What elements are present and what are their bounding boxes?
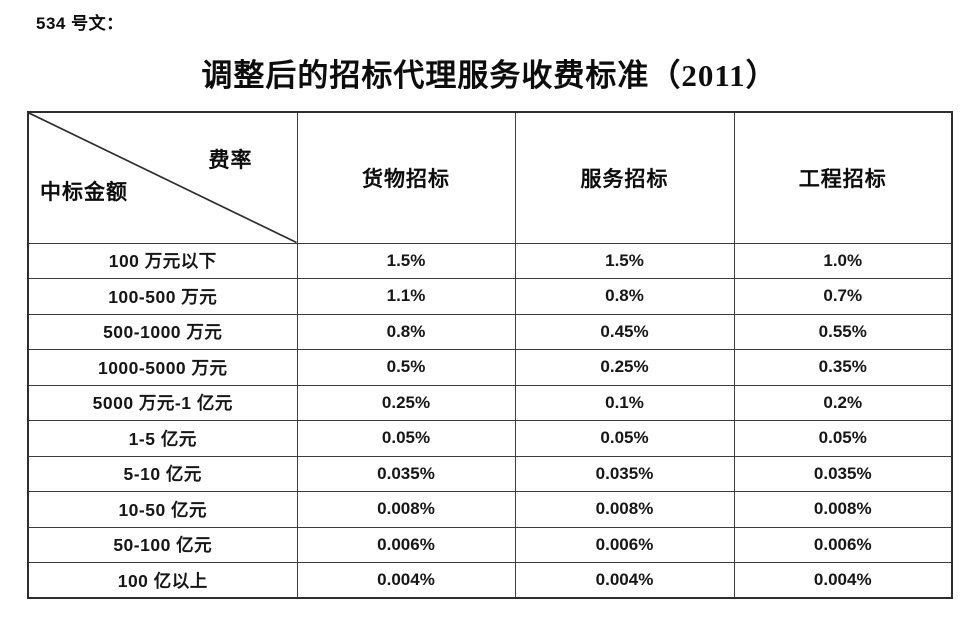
table-row: 1000-5000 万元 0.5% 0.25% 0.35% [27,349,953,386]
fee-standard-table: 费率 中标金额 货物招标 服务招标 工程招标 100 万元以下 1.5% 1.5% 1… [27,111,953,599]
fee-value: 0.8% [514,278,735,315]
fee-value: 0.25% [514,349,735,386]
corner-label-bid-amount: 中标金额 [40,180,128,204]
fee-value: 0.035% [296,455,516,492]
column-header-goods: 货物招标 [296,111,516,244]
fee-value: 0.1% [514,384,735,421]
diagonal-divider-line [29,113,297,243]
row-label: 100 万元以下 [27,242,298,279]
row-label: 5000 万元-1 亿元 [27,384,298,421]
row-label: 100 亿以上 [27,562,298,599]
row-label: 500-1000 万元 [27,313,298,350]
fee-value: 1.0% [733,242,953,279]
fee-value: 0.004% [296,562,516,599]
fee-value: 1.1% [296,278,516,315]
fee-value: 0.8% [296,313,516,350]
fee-value: 0.05% [733,420,953,457]
fee-value: 0.7% [733,278,953,315]
fee-value: 0.006% [733,526,953,563]
fee-value: 0.035% [514,455,735,492]
table-row: 500-1000 万元 0.8% 0.45% 0.55% [27,313,953,350]
diagonal-header-cell: 费率 中标金额 [27,111,298,244]
fee-value: 0.05% [514,420,735,457]
row-label: 5-10 亿元 [27,455,298,492]
fee-value: 0.008% [733,491,953,528]
fee-value: 0.55% [733,313,953,350]
row-label: 100-500 万元 [27,278,298,315]
doc-number-label: 534 号文： [36,14,124,33]
page-title: 调整后的招标代理服务收费标准（2011） [201,58,778,93]
fee-value: 0.006% [514,526,735,563]
fee-value: 0.006% [296,526,516,563]
table-row: 10-50 亿元 0.008% 0.008% 0.008% [27,491,953,528]
table-row: 100 万元以下 1.5% 1.5% 1.0% [27,242,953,279]
fee-value: 0.5% [296,349,516,386]
table-row: 1-5 亿元 0.05% 0.05% 0.05% [27,420,953,457]
corner-label-rate: 费率 [208,148,253,172]
fee-value: 0.008% [514,491,735,528]
table-row: 50-100 亿元 0.006% 0.006% 0.006% [27,526,953,563]
row-label: 1-5 亿元 [27,420,298,457]
fee-value: 0.25% [296,384,516,421]
fee-value: 0.004% [514,562,735,599]
row-label: 10-50 亿元 [27,491,298,528]
fee-value: 0.05% [296,420,516,457]
fee-value: 0.035% [733,455,953,492]
column-header-engineering: 工程招标 [733,111,953,244]
table-row: 5-10 亿元 0.035% 0.035% 0.035% [27,455,953,492]
fee-value: 1.5% [296,242,516,279]
row-label: 1000-5000 万元 [27,349,298,386]
table-header-row: 费率 中标金额 货物招标 服务招标 工程招标 [27,111,953,244]
fee-value: 0.004% [733,562,953,599]
table-row: 100-500 万元 1.1% 0.8% 0.7% [27,278,953,315]
fee-value: 1.5% [514,242,735,279]
table-row: 5000 万元-1 亿元 0.25% 0.1% 0.2% [27,384,953,421]
table-body: 100 万元以下 1.5% 1.5% 1.0% 100-500 万元 1.1% 0.8% 0.… [27,242,953,599]
column-header-services: 服务招标 [514,111,735,244]
fee-value: 0.45% [514,313,735,350]
fee-value: 0.35% [733,349,953,386]
fee-value: 0.2% [733,384,953,421]
fee-value: 0.008% [296,491,516,528]
table-row: 100 亿以上 0.004% 0.004% 0.004% [27,562,953,599]
row-label: 50-100 亿元 [27,526,298,563]
